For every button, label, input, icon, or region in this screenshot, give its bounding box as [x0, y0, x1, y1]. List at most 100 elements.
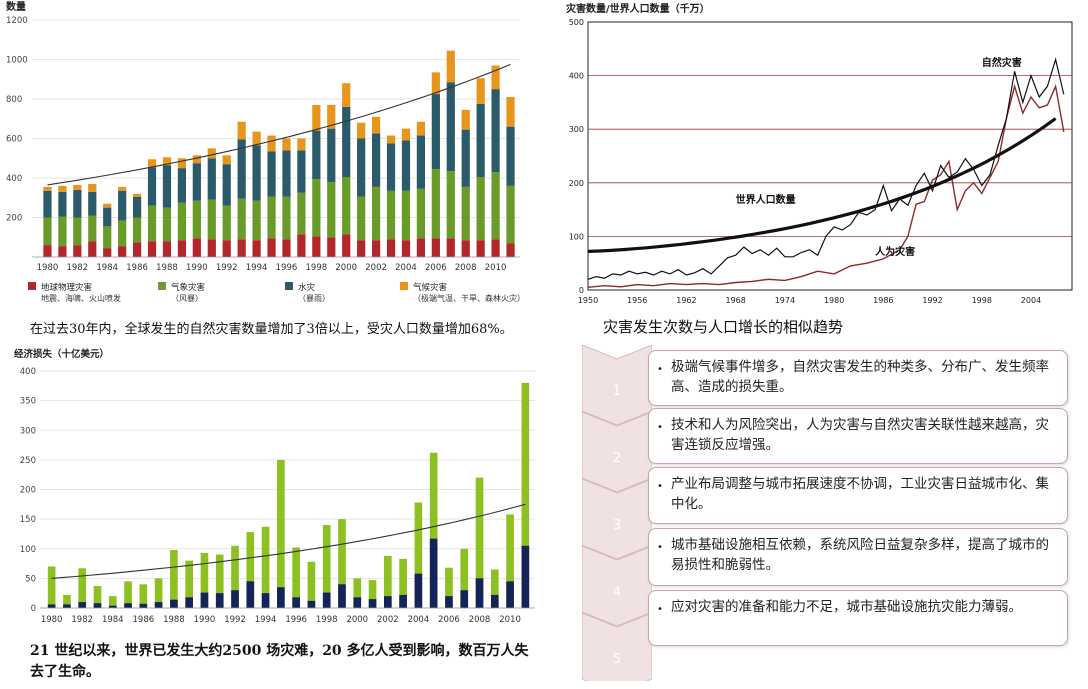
bullet-icon: •	[657, 364, 663, 375]
bar-hyd	[416, 135, 426, 189]
x-tick-label: 1974	[775, 296, 795, 305]
bar-total-loss	[47, 566, 56, 608]
bar-hyd	[192, 163, 201, 201]
bar-cli	[43, 186, 52, 191]
bar-insured-loss	[414, 573, 423, 608]
label-natural-disasters: 自然灾害	[982, 56, 1022, 69]
y-tick-label: 500	[569, 18, 584, 27]
bar-hyd	[506, 126, 515, 186]
bar-met	[267, 196, 276, 239]
bar-met	[461, 186, 470, 241]
bar-total-loss	[139, 584, 148, 608]
legend-label-met: 气象灾害	[171, 282, 205, 293]
bar-insured-loss	[460, 590, 469, 608]
y-tick-label: 600	[6, 135, 22, 145]
bar-hyd	[312, 130, 321, 179]
bar-total-loss	[460, 548, 469, 608]
y-tick-label: 200	[20, 486, 36, 496]
bar-insured-loss	[124, 603, 132, 608]
bar-met	[147, 205, 157, 242]
bar-total-loss	[215, 554, 224, 608]
bar-insured-loss	[231, 590, 239, 608]
bar-insured-loss	[384, 596, 392, 608]
bar-cli	[476, 78, 485, 104]
y-tick-label: 300	[20, 426, 36, 436]
bar-hyd	[147, 167, 157, 206]
bar-total-loss	[292, 547, 300, 608]
bar-cli	[312, 104, 321, 131]
x-tick-label: 1988	[156, 263, 178, 273]
bar-total-loss	[124, 581, 132, 608]
bar-met	[431, 169, 440, 239]
x-tick-label: 2000	[335, 263, 357, 273]
bar-geo	[416, 238, 426, 257]
bar-insured-loss	[246, 581, 255, 608]
x-tick-label: 1986	[126, 263, 148, 273]
x-tick-label: 1956	[627, 296, 647, 305]
bar-total-loss	[93, 586, 102, 608]
y-tick-label: 300	[569, 125, 584, 134]
bar-geo	[147, 241, 157, 257]
bar-cli	[446, 50, 455, 83]
legend-swatch-met	[158, 282, 166, 290]
bar-cli	[267, 135, 276, 152]
bar-geo	[192, 238, 201, 257]
bar-insured-loss	[47, 604, 56, 608]
y-tick-label: 400	[569, 72, 584, 81]
bar-hyd	[103, 207, 112, 227]
bar-cli	[192, 155, 201, 164]
bar-met	[192, 200, 201, 239]
bar-met	[237, 198, 246, 240]
step-text: 应对灾害的准备和能力不足，城市基础设施抗灾能力薄弱。	[671, 599, 1022, 615]
bar-met	[327, 181, 336, 238]
bar-hyd	[207, 158, 216, 200]
legend-sub-geo: 地震、海啸、火山喷发	[41, 293, 121, 303]
bar-geo	[491, 239, 500, 257]
x-tick-label: 1998	[306, 263, 328, 273]
step-number: 4	[613, 585, 621, 600]
bar-total-loss	[414, 502, 423, 608]
y-axis-label: 经济损失（十亿美元）	[14, 348, 109, 360]
bar-insured-loss	[185, 597, 193, 608]
bar-geo	[312, 236, 321, 257]
bar-geo	[506, 243, 515, 257]
bar-met	[476, 177, 485, 241]
bar-hyd	[401, 140, 411, 191]
bar-insured-loss	[78, 602, 87, 608]
x-tick-label: 1996	[285, 615, 307, 625]
steps-chevron-column: 1 2 3 4 5	[582, 345, 652, 681]
bar-hyd	[327, 128, 336, 182]
x-tick-label: 1998	[972, 296, 992, 305]
bar-geo	[252, 240, 261, 257]
bar-insured-loss	[277, 587, 285, 608]
step-chevron	[582, 612, 652, 681]
step-box: • 极端气候事件增多，自然灾害发生的种类多、分布广、发生频率高、造成的损失重。	[648, 350, 1068, 406]
legend-swatch-cli	[400, 282, 408, 290]
y-tick-label: 150	[20, 515, 36, 525]
chart-disaster-vs-population: 灾害数量/世界人口数量（千万） 0 100 200 300 400 500 1950 1956 1…	[566, 2, 1073, 305]
bar-met	[416, 188, 426, 239]
step-number: 5	[613, 652, 621, 667]
y-tick-label: 400	[6, 174, 22, 184]
bar-hyd	[237, 139, 246, 199]
bar-total-loss	[277, 459, 285, 608]
bar-geo	[177, 240, 187, 257]
bar-total-loss	[200, 552, 209, 608]
step-text: 城市基础设施相互依赖，系统风险日益复杂多样，提高了城市的易损性和脆弱性。	[671, 537, 1049, 573]
bar-hyd	[73, 189, 82, 218]
bar-geo	[371, 240, 381, 257]
bar-total-loss	[231, 545, 239, 608]
bar-hyd	[446, 82, 455, 172]
x-tick-label: 1992	[216, 263, 238, 273]
bar-cli	[207, 148, 216, 159]
y-tick-label: 1200	[6, 16, 28, 26]
bar-cli	[88, 183, 97, 192]
bar-met	[401, 190, 411, 241]
step-box: • 应对灾害的准备和能力不足，城市基础设施抗灾能力薄弱。	[648, 590, 1068, 646]
bullet-icon: •	[657, 542, 663, 553]
caption-disaster-count: 在过去30年内，全球发生的自然灾害数量增加了3倍以上，受灾人口数量增加68%。	[30, 322, 513, 337]
step-number: 3	[613, 518, 621, 533]
bar-cli	[132, 193, 142, 197]
bar-insured-loss	[261, 593, 270, 608]
y-tick-label: 0	[31, 604, 36, 614]
